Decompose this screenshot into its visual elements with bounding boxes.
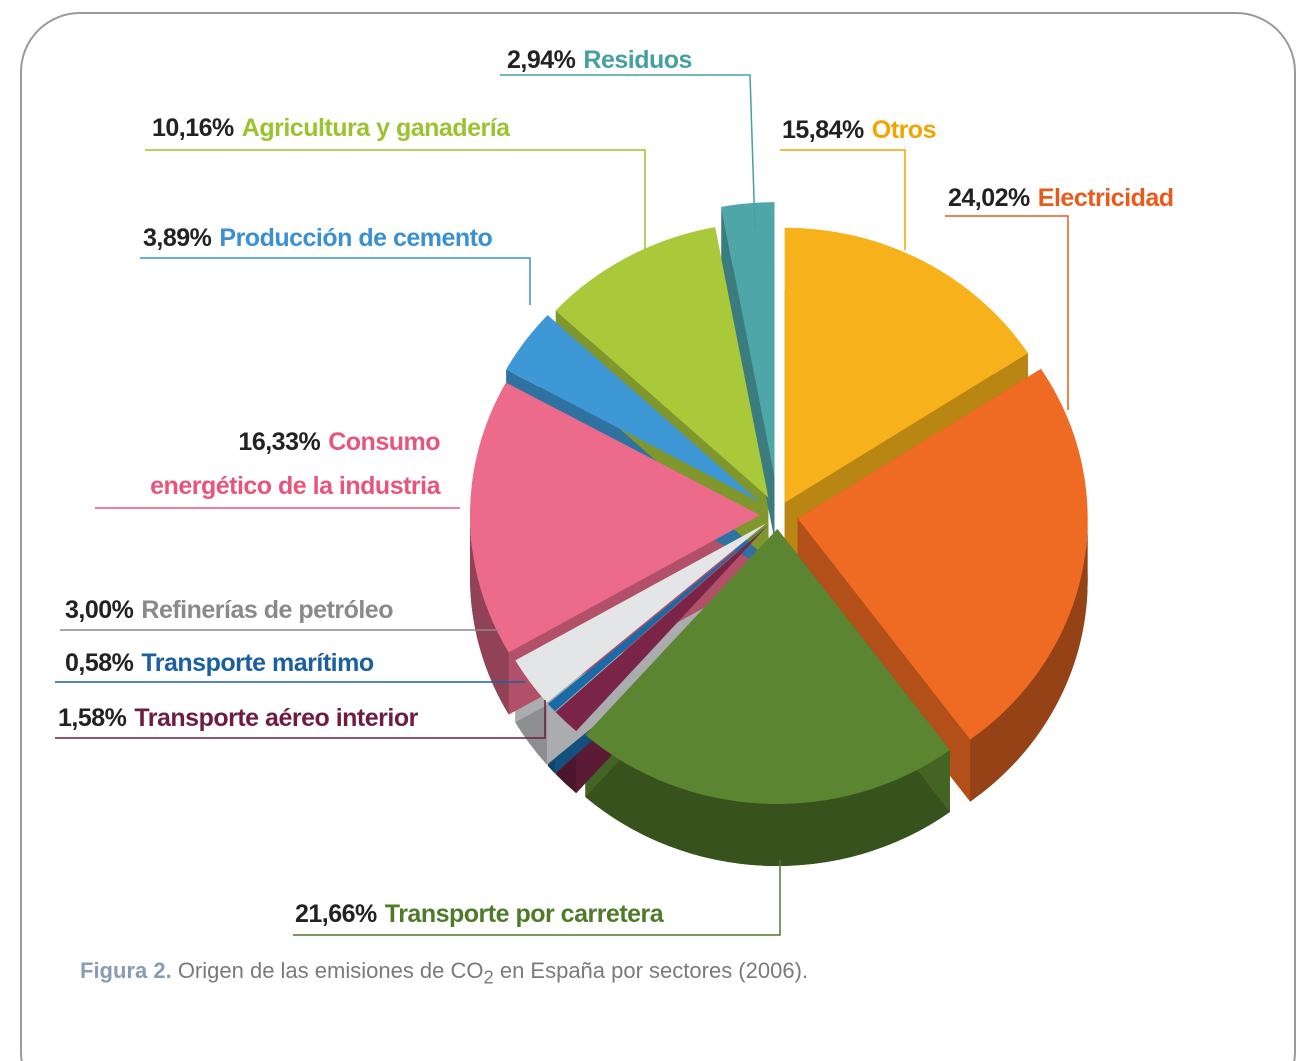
slice-category-label: Agricultura y ganadería <box>241 114 510 142</box>
slice <box>470 382 761 653</box>
slice-face <box>721 206 775 540</box>
slice-category-label: Transporte marítimo <box>141 649 374 677</box>
slice <box>555 525 769 732</box>
leader-line <box>945 215 1069 410</box>
slice-value-label: 1,58% <box>58 704 127 732</box>
slice-value-label: 10,16% <box>152 114 234 142</box>
leader-line <box>500 74 756 231</box>
caption-subscript: 2 <box>483 966 494 988</box>
slice-category-label: Residuos <box>583 46 692 74</box>
caption: Figura 2. Origen de las emisiones de CO2… <box>80 958 808 988</box>
slice-label: 3,89% Producción de cemento <box>143 218 493 258</box>
slice-category-label: Refinerías de petróleo <box>141 596 393 624</box>
frame <box>20 12 1296 1061</box>
slice-label: 2,94% Residuos <box>507 40 692 80</box>
leader-line <box>140 257 531 305</box>
slice-category-label: Consumo energético de la industria <box>150 428 440 500</box>
slice-category-label: Transporte aéreo interior <box>134 704 418 732</box>
slice <box>797 368 1088 740</box>
slice-value-label: 3,00% <box>65 596 134 624</box>
slice-category-label: Transporte por carretera <box>384 900 664 928</box>
slice-value-label: 3,89% <box>143 224 212 252</box>
slice <box>547 524 768 712</box>
slice-value-label: 16,33% <box>238 428 321 456</box>
caption-text-end: en España por sectores (2006). <box>493 958 809 983</box>
caption-text: Origen de las emisiones de CO <box>177 958 484 983</box>
leader-line <box>145 149 646 250</box>
slice-category-label: Electricidad <box>1037 184 1174 212</box>
slice <box>555 227 769 498</box>
slice-label: 21,66% Transporte por carretera <box>295 894 664 934</box>
slice <box>721 202 775 478</box>
slice-label: 16,33% Consumo energético de la industria <box>140 420 440 508</box>
slice-value-label: 2,94% <box>507 46 576 74</box>
slice-rim <box>585 735 950 866</box>
slice-rim <box>470 515 509 715</box>
slice <box>585 528 950 804</box>
leader-line <box>780 149 906 250</box>
slice-value-label: 24,02% <box>948 184 1030 212</box>
leader-line <box>293 860 781 936</box>
caption-label: Figura 2. <box>80 958 172 983</box>
slice-label: 3,00% Refinerías de petróleo <box>65 590 393 630</box>
slice-label: 0,58% Transporte marítimo <box>65 643 374 683</box>
slice-label: 10,16% Agricultura y ganadería <box>152 108 510 148</box>
slice-value-label: 21,66% <box>295 900 377 928</box>
slice <box>506 315 761 503</box>
slice-value-label: 0,58% <box>65 649 134 677</box>
slice <box>515 523 767 703</box>
slice-category-label: Producción de cemento <box>219 224 493 252</box>
slice-value-label: 15,84% <box>782 116 864 144</box>
slice-label: 15,84% Otros <box>782 110 936 150</box>
slice-label: 24,02% Electricidad <box>948 178 1174 218</box>
slice-label: 1,58% Transporte aéreo interior <box>58 698 418 738</box>
leader-line <box>55 700 546 739</box>
slice <box>784 227 1028 503</box>
slice-rim <box>970 518 1088 802</box>
slice-category-label: Otros <box>871 116 937 144</box>
